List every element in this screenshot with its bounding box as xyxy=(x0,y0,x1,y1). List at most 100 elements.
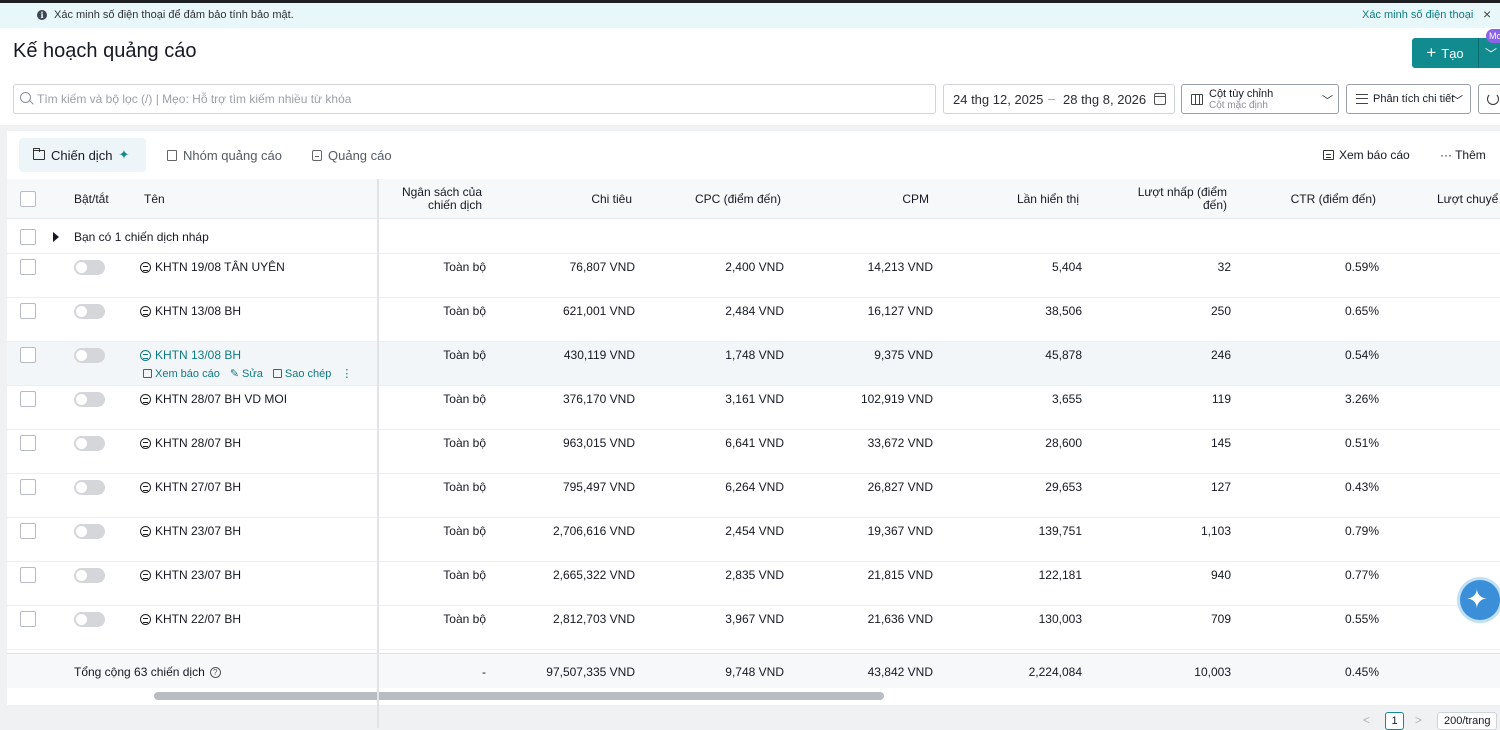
row-checkbox[interactable] xyxy=(20,303,36,319)
campaign-name[interactable]: KHTN 13/08 BH xyxy=(140,348,241,362)
plus-icon: + xyxy=(1426,43,1437,62)
horizontal-scrollbar[interactable] xyxy=(154,692,884,700)
date-range-picker[interactable]: 24 thg 12, 2025 – 28 thg 8, 2026 xyxy=(943,84,1175,114)
campaign-toggle[interactable] xyxy=(74,392,105,407)
row-checkbox[interactable] xyxy=(20,347,36,363)
row-checkbox[interactable] xyxy=(20,391,36,407)
row-view-report-button[interactable]: Xem báo cáo xyxy=(143,368,220,380)
more-button[interactable]: ··· Thêm xyxy=(1440,148,1486,162)
expand-triangle-icon[interactable] xyxy=(53,232,59,242)
row-edit-button[interactable]: ✎ Sửa xyxy=(230,367,263,381)
cell-impressions: 29,653 xyxy=(1045,480,1082,494)
sparkle-icon: ✦ xyxy=(1466,584,1488,614)
header-cpc[interactable]: CPC (điểm đến) xyxy=(694,192,781,206)
campaign-toggle[interactable] xyxy=(74,304,105,319)
prev-page-button[interactable]: < xyxy=(1363,713,1371,727)
pagination: < 1 > 200/trang xyxy=(0,705,1500,730)
cell-cpm: 19,367 VND xyxy=(867,524,933,538)
cell-ctr: 0.51% xyxy=(1344,436,1379,450)
campaign-name-text: KHTN 23/07 BH xyxy=(155,568,242,582)
header-clicks[interactable]: Lượt nhấp (điểm đến) xyxy=(1137,185,1227,212)
view-report-button[interactable]: Xem báo cáo xyxy=(1323,148,1410,162)
tab-ad-groups[interactable]: Nhóm quảng cáo xyxy=(153,138,296,172)
row-checkbox[interactable] xyxy=(20,479,36,495)
campaign-toggle[interactable] xyxy=(74,524,105,539)
table-row[interactable]: KHTN 23/07 BH Toàn bộ 2,665,322 VND 2,835 V… xyxy=(7,562,1500,606)
table-row[interactable]: KHTN 19/08 TÂN UYÊN Toàn bộ 76,807 VND 2,40… xyxy=(7,254,1500,298)
cell-budget: Toàn bộ xyxy=(443,524,486,538)
table-row[interactable]: KHTN 13/08 BH Toàn bộ 621,001 VND 2,484 VND… xyxy=(7,298,1500,342)
cell-ctr: 0.54% xyxy=(1344,348,1379,362)
campaign-name[interactable]: KHTN 13/08 BH xyxy=(140,304,241,318)
page-number[interactable]: 1 xyxy=(1385,712,1404,730)
verify-phone-link[interactable]: Xác minh số điện thoại xyxy=(1362,9,1474,21)
header-conversions[interactable]: Lượt chuyể xyxy=(1437,192,1499,206)
cell-budget: Toàn bộ xyxy=(443,348,486,362)
table-row[interactable]: KHTN 13/08 BH Toàn bộ 430,119 VND 1,748 VND… xyxy=(7,342,1500,386)
header-cpm[interactable]: CPM xyxy=(902,192,929,206)
campaign-name[interactable]: KHTN 23/07 BH xyxy=(140,568,241,582)
campaign-toggle[interactable] xyxy=(74,612,105,627)
campaign-table: Bật/tắt Tên Ngân sách của chiến dịch Chi… xyxy=(7,179,1500,728)
create-dropdown-button[interactable]: ﹀ xyxy=(1478,38,1500,68)
select-all-checkbox[interactable] xyxy=(20,191,36,207)
campaign-name[interactable]: KHTN 23/07 BH xyxy=(140,524,241,538)
tab-campaigns[interactable]: Chiến dịch ✦ xyxy=(19,138,146,172)
breakdown-select[interactable]: Phân tích chi tiết ﹀ xyxy=(1346,84,1471,114)
campaign-name[interactable]: KHTN 22/07 BH xyxy=(140,612,241,626)
campaign-name[interactable]: KHTN 19/08 TÂN UYÊN xyxy=(140,260,285,274)
help-icon[interactable]: ? xyxy=(209,666,221,678)
banner-message: Xác minh số điện thoại để đảm bảo tính b… xyxy=(54,9,294,21)
cell-spend: 2,706,616 VND xyxy=(552,524,635,538)
campaign-toggle[interactable] xyxy=(74,480,105,495)
campaign-toggle[interactable] xyxy=(74,260,105,275)
ai-assistant-button[interactable]: ✦ xyxy=(1460,580,1500,620)
campaign-icon xyxy=(140,305,151,317)
table-row[interactable]: KHTN 22/07 BH Toàn bộ 2,812,703 VND 3,967 V… xyxy=(7,606,1500,650)
row-checkbox[interactable] xyxy=(20,259,36,275)
row-checkbox[interactable] xyxy=(20,567,36,583)
header-toggle[interactable]: Bật/tắt xyxy=(74,192,109,206)
row-checkbox[interactable] xyxy=(20,611,36,627)
close-icon[interactable]: × xyxy=(1483,6,1492,22)
search-box[interactable] xyxy=(13,84,936,114)
table-row[interactable]: KHTN 28/07 BH Toàn bộ 963,015 VND 6,641 VND… xyxy=(7,430,1500,474)
create-button[interactable]: + Tạo xyxy=(1412,38,1478,68)
campaign-toggle[interactable] xyxy=(74,436,105,451)
header-spend[interactable]: Chi tiêu xyxy=(591,192,632,206)
draft-notice-row[interactable]: Bạn có 1 chiến dịch nháp xyxy=(7,220,1500,254)
chevron-down-icon: ﹀ xyxy=(1485,47,1498,61)
header-name[interactable]: Tên xyxy=(144,192,165,206)
cell-spend: 76,807 VND xyxy=(569,260,635,274)
cell-cpc: 2,484 VND xyxy=(725,304,784,318)
campaign-name[interactable]: KHTN 28/07 BH xyxy=(140,436,241,450)
campaign-name-text: KHTN 19/08 TÂN UYÊN xyxy=(155,260,285,274)
table-row[interactable]: KHTN 23/07 BH Toàn bộ 2,706,616 VND 2,454 V… xyxy=(7,518,1500,562)
header-budget[interactable]: Ngân sách của chiến dịch xyxy=(401,185,482,212)
campaign-icon xyxy=(140,569,151,581)
next-page-button[interactable]: > xyxy=(1415,713,1423,727)
search-input[interactable] xyxy=(37,90,917,108)
table-row[interactable]: KHTN 27/07 BH Toàn bộ 795,497 VND 6,264 VND… xyxy=(7,474,1500,518)
tab-ads[interactable]: Quảng cáo xyxy=(298,138,406,172)
row-checkbox[interactable] xyxy=(20,229,36,245)
cell-ctr: 0.79% xyxy=(1344,524,1379,538)
campaign-name[interactable]: KHTN 27/07 BH xyxy=(140,480,241,494)
header-ctr[interactable]: CTR (điểm đến) xyxy=(1290,192,1376,206)
row-checkbox[interactable] xyxy=(20,523,36,539)
row-more-button[interactable]: ⋮ xyxy=(341,368,353,380)
campaign-toggle[interactable] xyxy=(74,568,105,583)
cell-cpc: 1,748 VND xyxy=(725,348,784,362)
row-copy-button[interactable]: Sao chép xyxy=(272,368,331,380)
page-size-select[interactable]: 200/trang xyxy=(1437,712,1497,730)
cell-cpm: 102,919 VND xyxy=(860,392,933,406)
custom-columns-select[interactable]: Cột tùy chỉnh Cột mặc định ﹀ xyxy=(1181,84,1339,114)
campaign-toggle[interactable] xyxy=(74,348,105,363)
header-impressions[interactable]: Lần hiển thị xyxy=(1016,192,1079,206)
cell-clicks: 246 xyxy=(1210,348,1231,362)
refresh-button[interactable] xyxy=(1478,84,1500,114)
row-checkbox[interactable] xyxy=(20,435,36,451)
table-row[interactable]: KHTN 28/07 BH VD MOI Toàn bộ 376,170 VND 3,… xyxy=(7,386,1500,430)
campaign-name[interactable]: KHTN 28/07 BH VD MOI xyxy=(140,392,287,406)
total-ctr: 0.45% xyxy=(1344,665,1379,679)
